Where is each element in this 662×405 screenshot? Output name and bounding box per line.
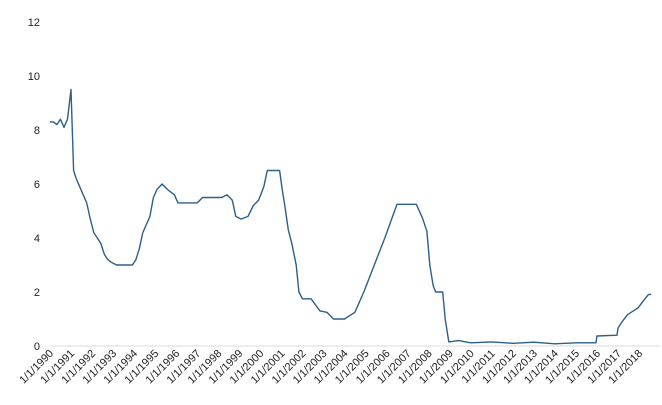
y-tick-label: 6 <box>34 179 40 191</box>
y-tick-label: 2 <box>34 287 40 299</box>
y-tick-label: 8 <box>34 125 40 137</box>
y-tick-label: 12 <box>28 17 40 29</box>
x-axis: 1/1/19901/1/19911/1/19921/1/19931/1/1994… <box>17 348 645 387</box>
series-line <box>50 88 652 345</box>
y-tick-label: 10 <box>28 71 40 83</box>
y-axis: 0 2 4 6 8 10 12 <box>28 17 40 353</box>
series-layer <box>50 88 652 345</box>
y-tick-label: 4 <box>34 233 40 245</box>
y-tick-label: 0 <box>34 341 40 353</box>
